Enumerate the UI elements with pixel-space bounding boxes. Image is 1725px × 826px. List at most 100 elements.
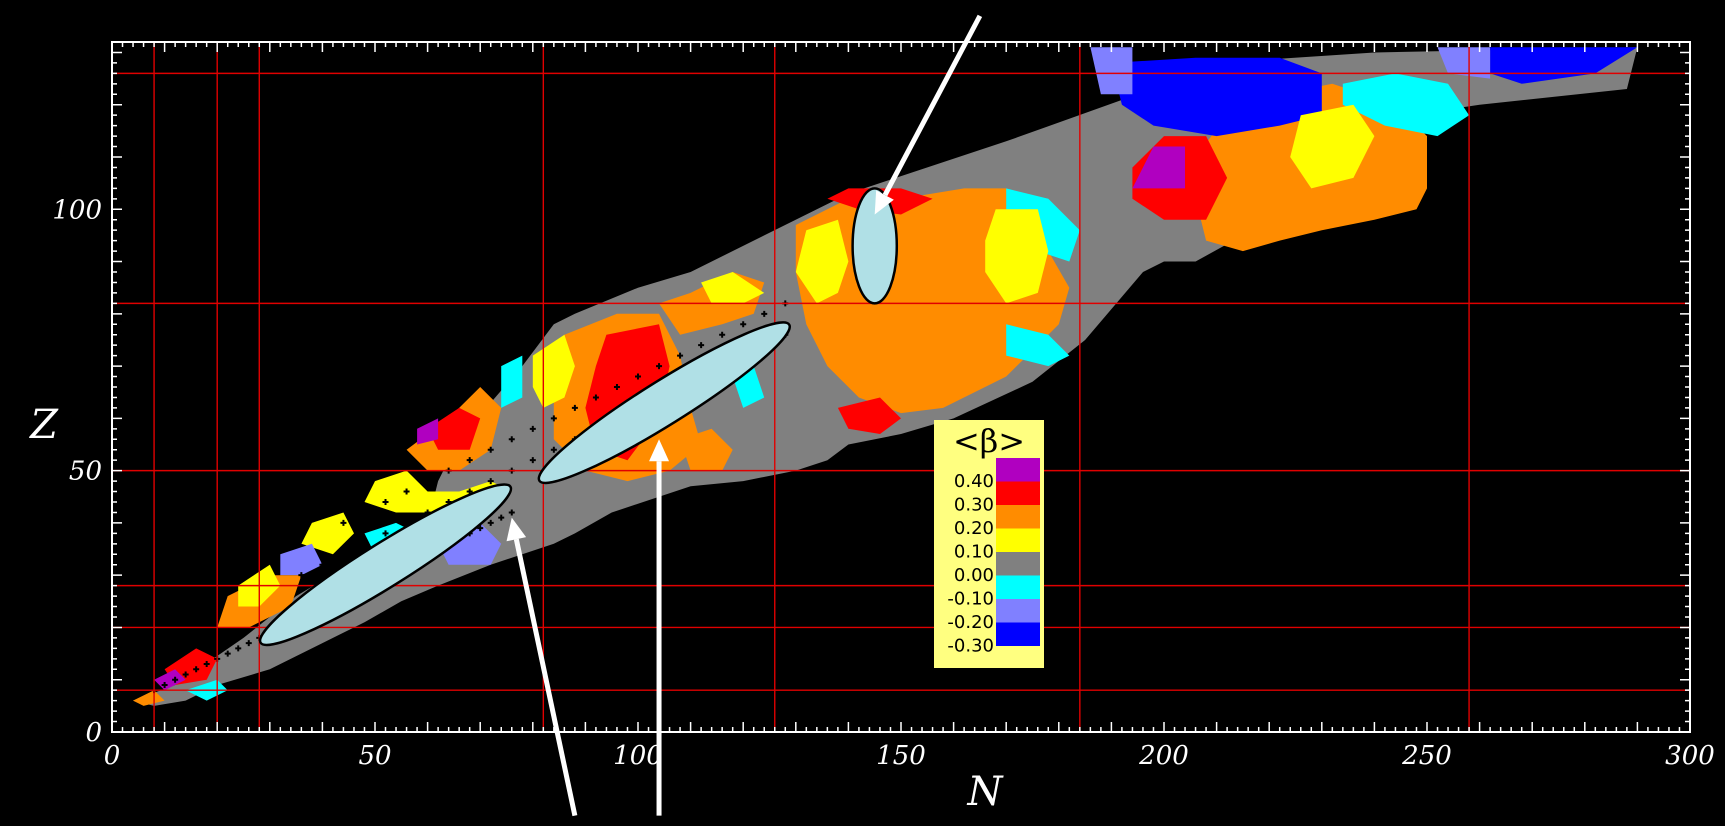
region-27	[417, 418, 439, 445]
x-tick-label-3: 150	[876, 741, 926, 771]
x-tick-label-4: 200	[1138, 741, 1189, 771]
x-tick-label-1: 50	[358, 741, 391, 771]
legend-swatch-4	[996, 552, 1040, 576]
magic-point-60	[761, 310, 768, 317]
magic-point-7	[224, 650, 231, 657]
plot-frame	[111, 41, 1691, 733]
magic-point-72	[508, 436, 515, 443]
axis-minor-ticks	[111, 41, 1691, 733]
magic-point-64	[677, 352, 684, 359]
legend-swatch-6	[996, 599, 1040, 623]
magic-point-71	[529, 425, 536, 432]
annotation-arrows	[506, 14, 983, 817]
magic-point-74	[466, 457, 473, 464]
region-15	[1132, 146, 1185, 189]
magic-point-36	[319, 561, 326, 568]
magic-point-2	[172, 676, 179, 683]
region-9	[1006, 324, 1070, 367]
region-10	[985, 209, 1049, 304]
legend-label-6: -0.20	[947, 612, 994, 633]
x-tick-label-2: 100	[613, 741, 663, 771]
legend-label-4: 0.00	[954, 565, 994, 586]
magic-point-1	[161, 681, 168, 688]
arrow-head-0	[874, 190, 894, 215]
region-4	[1490, 47, 1638, 84]
arrow-head-2	[649, 439, 670, 462]
magic-point-47	[550, 446, 557, 453]
legend-label-5: -0.10	[947, 589, 994, 610]
legend-swatch-0	[996, 458, 1040, 482]
region-16	[837, 397, 901, 434]
magic-point-40	[403, 519, 410, 526]
magic-point-35	[298, 572, 305, 579]
magic-point-68	[592, 394, 599, 401]
legend-swatch-2	[996, 505, 1040, 529]
legend-title: <β>	[953, 422, 1025, 460]
magic-point-39	[382, 530, 389, 537]
x-axis-title: N	[967, 769, 1005, 815]
region-33	[438, 522, 502, 565]
magic-point-62	[719, 331, 726, 338]
region-24	[501, 355, 523, 408]
magic-point-46	[529, 457, 536, 464]
highlight-ellipse-2	[851, 187, 899, 305]
magic-point-61	[740, 321, 747, 328]
arrow-shaft-0	[882, 14, 983, 197]
legend-label-2: 0.20	[954, 518, 994, 539]
region-20	[701, 272, 765, 304]
x-tick-label-5: 250	[1401, 741, 1452, 771]
highlight-ellipse-0	[258, 483, 513, 647]
legend: <β> 0.40 0.300.20 0.100.00 -0.10-0.20 -0.30	[934, 420, 1044, 668]
tick-labels: 0 50 100 150 200 250 300 0 50 100	[52, 195, 1714, 771]
legend-label-0: 0.40	[954, 471, 994, 492]
region-26	[427, 407, 481, 450]
highlight-ellipse-1	[537, 321, 791, 485]
magic-point-8	[235, 645, 242, 652]
magic-point-38	[361, 540, 368, 547]
region-21	[680, 428, 733, 471]
arrow-shaft-1	[513, 538, 578, 817]
y-tick-label-0: 0	[85, 718, 102, 748]
legend-label-3: 0.10	[954, 542, 994, 563]
region-8	[1006, 188, 1080, 262]
y-axis-title: Z	[28, 402, 59, 448]
arrow-head-1	[506, 517, 527, 542]
magic-point-3	[182, 671, 189, 678]
magic-point-76	[424, 478, 431, 485]
x-tick-label-0: 0	[104, 741, 121, 771]
magic-point-32	[487, 519, 494, 526]
magic-point-44	[487, 478, 494, 485]
region-3	[1111, 57, 1322, 137]
y-tick-label-2: 100	[52, 195, 102, 225]
region-38	[133, 690, 165, 706]
legend-swatch-7	[996, 622, 1040, 646]
magic-point-70	[550, 415, 557, 422]
magic-point-33	[498, 514, 505, 521]
magic-point-69	[571, 404, 578, 411]
magic-point-9	[245, 640, 252, 647]
magic-point-67	[613, 384, 620, 390]
region-11	[1290, 104, 1375, 189]
magic-point-66	[635, 373, 641, 380]
magic-point-73	[487, 446, 494, 453]
region-30	[280, 543, 323, 576]
highlight-ellipses	[258, 187, 899, 647]
region-7	[1342, 73, 1470, 137]
magic-point-5	[203, 661, 210, 668]
legend-label-1: 0.30	[954, 495, 994, 516]
magic-point-31	[477, 525, 484, 532]
region-5	[1090, 47, 1133, 95]
magic-point-4	[193, 666, 200, 673]
magic-point-65	[656, 363, 663, 370]
legend-swatch-3	[996, 528, 1040, 552]
red-grid-lines	[112, 42, 1690, 732]
region-12	[795, 219, 849, 304]
legend-swatch-5	[996, 575, 1040, 599]
magic-point-78	[382, 499, 389, 505]
magic-point-63	[698, 342, 705, 349]
y-tick-label-1: 50	[69, 457, 102, 487]
magic-point-77	[403, 488, 410, 495]
x-tick-label-6: 300	[1665, 741, 1715, 771]
